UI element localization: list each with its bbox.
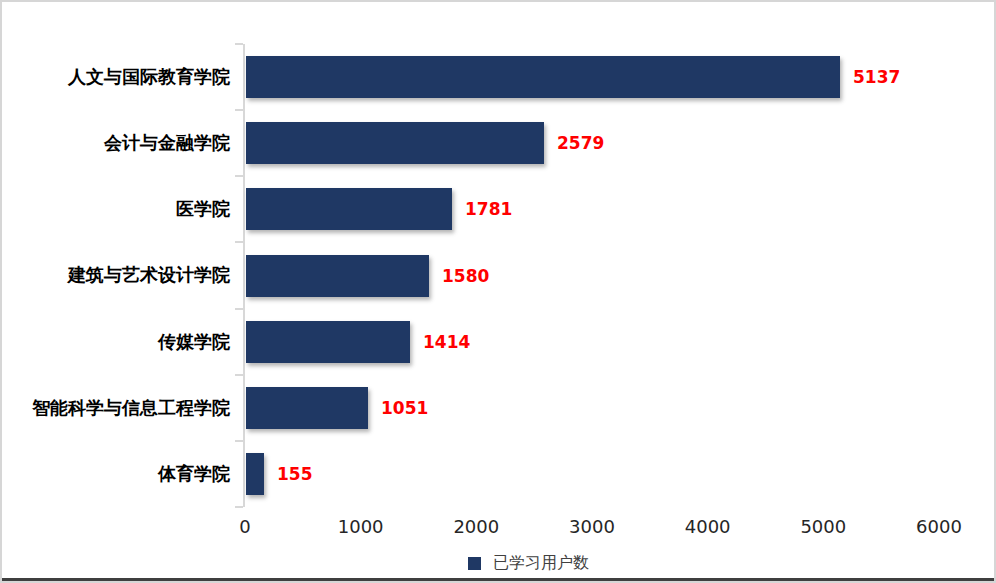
x-axis-tick-label: 5000 (800, 516, 846, 537)
bar (246, 122, 544, 164)
y-axis-line (243, 44, 245, 507)
y-axis-tick (235, 440, 243, 442)
x-axis-tick-label: 2000 (453, 516, 499, 537)
category-label: 会计与金融学院 (2, 110, 230, 176)
y-axis-tick (235, 374, 243, 376)
x-axis-tick-label: 1000 (338, 516, 384, 537)
x-axis-tick-label: 4000 (685, 516, 731, 537)
category-label: 智能科学与信息工程学院 (2, 375, 230, 441)
x-axis-tick-label: 3000 (569, 516, 615, 537)
bar (246, 453, 264, 495)
category-label: 体育学院 (2, 441, 230, 507)
frame-bottom-border (2, 578, 994, 581)
legend-label: 已学习用户数 (493, 553, 589, 574)
bar (246, 321, 410, 363)
y-axis-tick (235, 506, 243, 508)
value-label: 1414 (423, 321, 470, 363)
y-axis-tick (235, 109, 243, 111)
category-label: 传媒学院 (2, 309, 230, 375)
category-label: 医学院 (2, 176, 230, 242)
category-label: 建筑与艺术设计学院 (2, 242, 230, 308)
value-label: 2579 (557, 122, 604, 164)
bar (246, 56, 840, 98)
bar (246, 188, 452, 230)
category-label: 人文与国际教育学院 (2, 44, 230, 110)
x-axis-tick-label: 0 (239, 516, 250, 537)
bar (246, 387, 368, 429)
value-label: 1580 (442, 255, 489, 297)
bar-chart: 人文与国际教育学院 5137 会计与金融学院 2579 医学院 1781 建筑与艺术设计学院… (0, 0, 996, 583)
value-label: 5137 (853, 56, 900, 98)
legend-swatch-icon (468, 557, 481, 570)
y-axis-tick (235, 175, 243, 177)
value-label: 1781 (465, 188, 512, 230)
value-label: 1051 (381, 387, 428, 429)
y-axis-tick (235, 43, 243, 45)
y-axis-tick (235, 308, 243, 310)
legend: 已学习用户数 (468, 553, 589, 574)
y-axis-tick (235, 241, 243, 243)
value-label: 155 (277, 453, 313, 495)
x-axis-tick-label: 6000 (916, 516, 962, 537)
bar (246, 255, 429, 297)
